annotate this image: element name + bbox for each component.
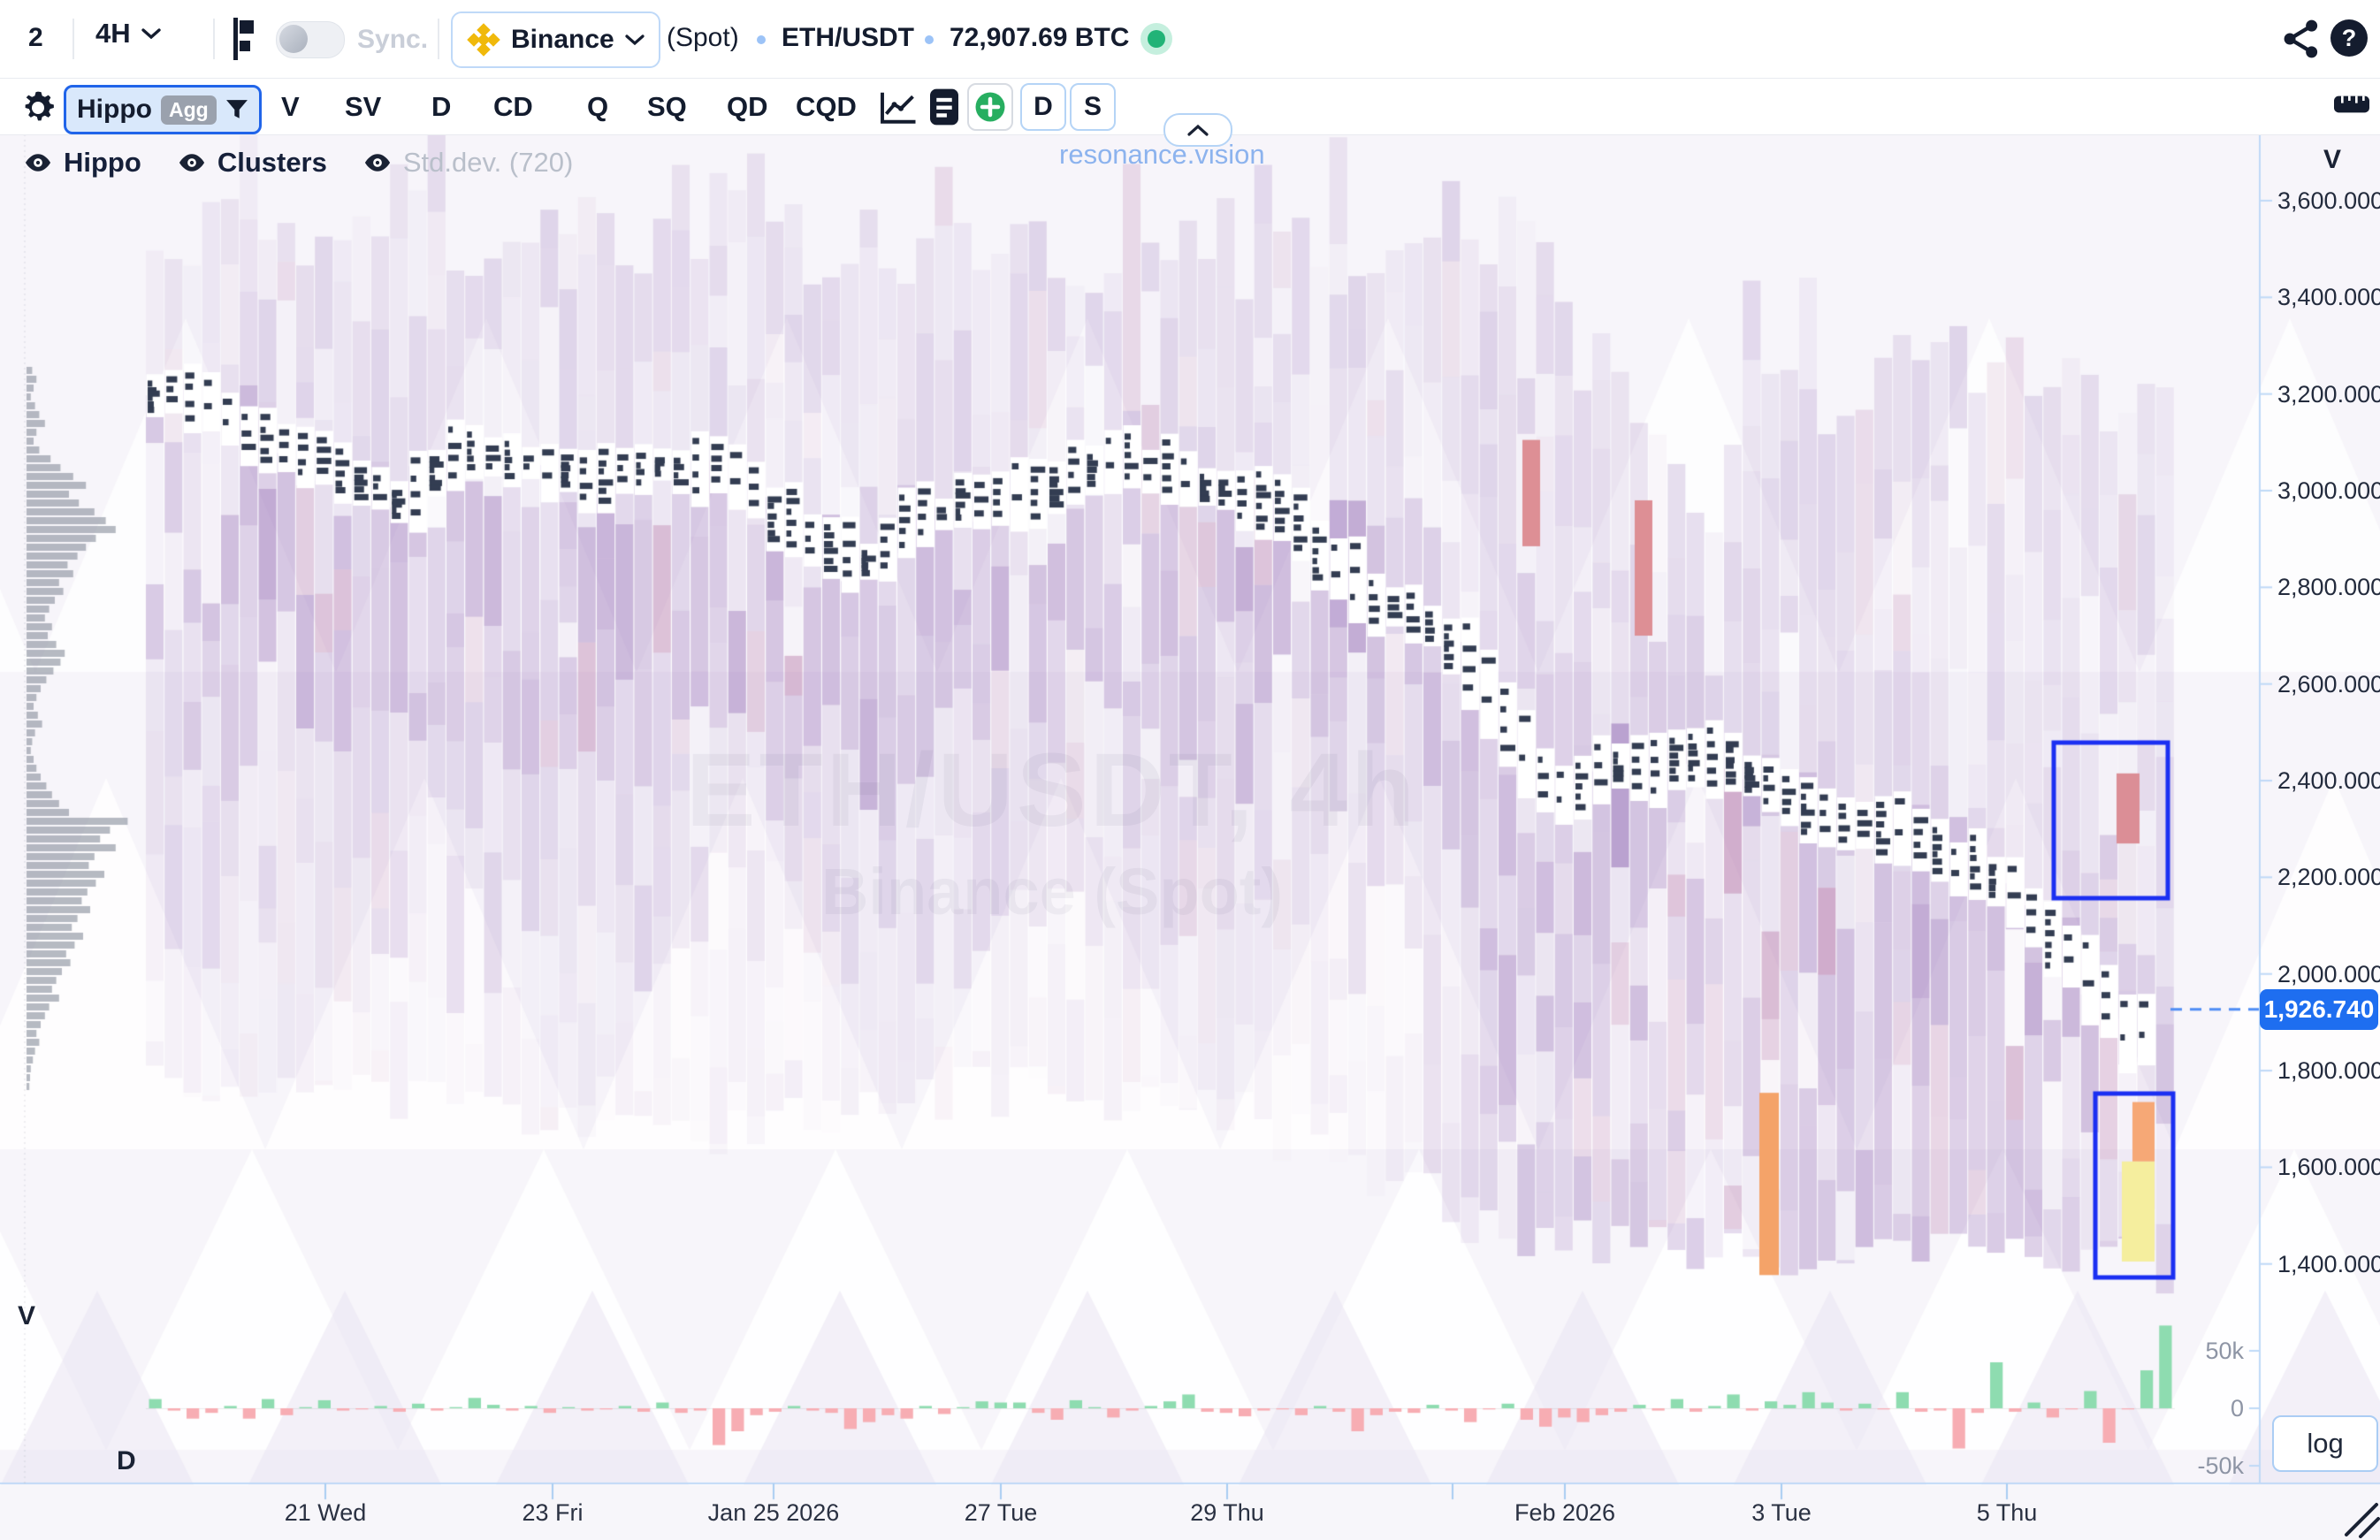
mode-d-button[interactable]: D [431, 91, 452, 122]
price-tick-label: 1,600.000 [2277, 1154, 2380, 1181]
separator [72, 19, 74, 59]
exchange-watermark: Binance (Spot) [820, 855, 1284, 928]
aggregate-badge: Agg [160, 95, 217, 125]
filter-name: Hippo [77, 95, 152, 124]
price-tick-label: 2,200.000 [2277, 864, 2380, 891]
filter-hippo-button[interactable]: Hippo Agg [64, 85, 262, 134]
mode-sv-button[interactable]: SV [345, 91, 382, 122]
log-scale-button[interactable]: log [2272, 1415, 2378, 1472]
mode-v-button[interactable]: V [281, 91, 300, 122]
legend-label: Std.dev. (720) [402, 147, 574, 178]
market-type-label: (Spot) [667, 23, 739, 52]
help-icon[interactable]: ? [2330, 19, 2368, 57]
resize-handle-icon[interactable] [2339, 1498, 2380, 1538]
s-mode-button[interactable]: S [1070, 83, 1116, 131]
price-tick-label: 3,000.000 [2277, 477, 2380, 505]
symbol-label: ETH/USDT [782, 23, 914, 52]
mode-cd-button[interactable]: CD [493, 91, 533, 122]
plus-circle-icon [975, 92, 1005, 122]
s-mode-label: S [1083, 92, 1102, 121]
d-mode-label: D [1034, 92, 1053, 121]
date-tick-label: 21 Wed [284, 1499, 367, 1526]
date-tick-label: Feb 2026 [1514, 1499, 1616, 1526]
chevron-down-icon [625, 34, 645, 46]
separator [438, 19, 439, 59]
flag-marker-icon[interactable] [232, 18, 258, 60]
ruler-measure-icon[interactable] [2334, 93, 2369, 116]
mode-sq-button[interactable]: SQ [647, 91, 687, 122]
eye-visibility-icon[interactable] [177, 151, 207, 174]
add-indicator-button[interactable] [967, 83, 1013, 131]
date-tick-label: Jan 25 2026 [707, 1499, 840, 1526]
gear-icon[interactable] [19, 89, 57, 126]
exchange-name: Binance [511, 25, 614, 54]
timeframe-dropdown[interactable]: 4H [95, 18, 161, 50]
top-toolbar: 2 4H Sync. Binance (Spot) ETH/USDT 72,90… [0, 0, 2380, 79]
volume-tick-label: -50k [2197, 1452, 2244, 1479]
current-price-badge: 1,926.740 [2260, 989, 2378, 1030]
symbol-watermark: ETH/USDT, 4h [685, 732, 1419, 849]
collapse-toolbar-button[interactable] [1163, 113, 1232, 147]
filter-funnel-icon [225, 100, 248, 118]
sync-toggle[interactable] [276, 21, 345, 58]
mode-q-button[interactable]: Q [587, 91, 609, 122]
legend-label: Clusters [217, 147, 327, 178]
legend-item-clusters[interactable]: Clusters [177, 147, 327, 179]
price-tick-label: 3,600.000 [2277, 187, 2380, 214]
sync-label: Sync. [357, 25, 429, 54]
price-tick-label: 3,200.000 [2277, 380, 2380, 408]
connection-status-dot [1140, 23, 1172, 55]
indicator-legend: Hippo Clusters Std.dev. (720) [23, 147, 573, 179]
volume-pane-label: V [18, 1301, 36, 1330]
date-tick-label: 23 Fri [522, 1499, 584, 1526]
legend-item-hippo[interactable]: Hippo [23, 147, 141, 179]
date-tick-label: 3 Tue [1751, 1499, 1812, 1526]
chevron-down-icon [141, 28, 161, 40]
date-tick-label: 27 Tue [964, 1499, 1038, 1526]
mode-cqd-button[interactable]: CQD [796, 91, 857, 122]
price-tick-label: 2,800.000 [2277, 574, 2380, 601]
legend-item-stddev[interactable]: Std.dev. (720) [362, 147, 573, 179]
help-glyph: ? [2341, 24, 2357, 51]
line-chart-icon[interactable] [880, 91, 917, 125]
binance-logo-icon [467, 23, 500, 57]
volume-tick-label: 50k [2205, 1338, 2244, 1364]
toggle-knob [279, 25, 308, 53]
price-axis-header: V [2323, 145, 2342, 174]
chevron-up-icon [1187, 124, 1209, 136]
order-list-icon[interactable] [930, 88, 958, 126]
share-icon[interactable] [2283, 19, 2320, 58]
price-tick-label: 1,800.000 [2277, 1057, 2380, 1085]
delta-pane-label: D [117, 1446, 136, 1475]
legend-label: Hippo [64, 147, 141, 178]
d-mode-button[interactable]: D [1020, 83, 1066, 131]
price-tick-label: 2,000.000 [2277, 960, 2380, 987]
price-tick-label: 2,600.000 [2277, 670, 2380, 698]
separator-dot [925, 35, 934, 44]
exchange-dropdown[interactable]: Binance [451, 11, 660, 68]
timeframe-value: 4H [95, 18, 131, 49]
volume-tick-label: 0 [2230, 1395, 2244, 1422]
separator [213, 19, 215, 59]
resonance-vision-link[interactable]: resonance.vision [1059, 139, 1265, 170]
price-tick-label: 1,400.000 [2277, 1250, 2380, 1277]
mode-qd-button[interactable]: QD [727, 91, 768, 122]
separator-dot [757, 35, 766, 44]
price-tick-label: 3,400.000 [2277, 284, 2380, 311]
eye-visibility-icon[interactable] [362, 151, 393, 174]
btc-volume-label: 72,907.69 BTC [950, 23, 1130, 52]
price-tick-label: 2,400.000 [2277, 767, 2380, 795]
pane-number: 2 [28, 23, 43, 52]
date-tick-label: 29 Thu [1190, 1499, 1264, 1526]
date-tick-label: 5 Thu [1976, 1499, 2038, 1526]
eye-visibility-icon[interactable] [23, 151, 53, 174]
